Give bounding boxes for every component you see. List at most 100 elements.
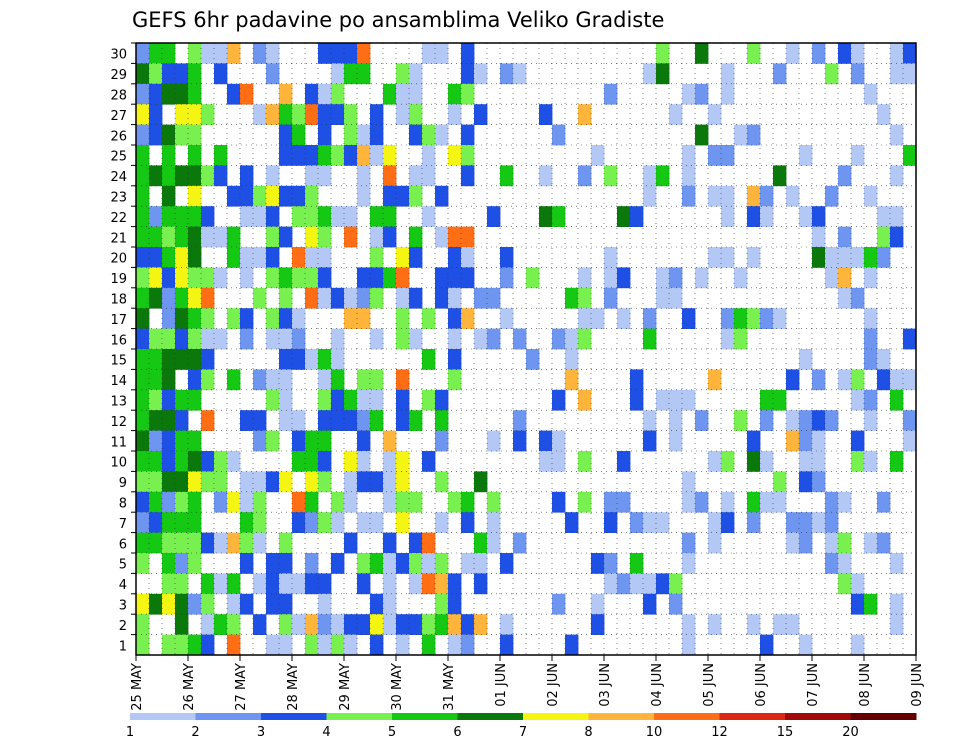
heatmap-cell [188,185,202,207]
y-tick-label: 15 [110,354,127,369]
heatmap-cell [435,43,449,64]
heatmap-cell [734,410,748,431]
heatmap-cell [136,226,150,248]
heatmap-cell [643,165,657,187]
heatmap-cell [422,165,436,187]
heatmap-cell [318,430,332,452]
heatmap-cell [383,226,397,248]
heatmap-cell [864,389,878,411]
heatmap-cell [253,369,267,391]
heatmap-cell [279,226,293,248]
heatmap-cell [721,308,735,329]
heatmap-cell [370,512,384,533]
heatmap-cell [383,491,397,513]
heatmap-cell [708,614,722,635]
heatmap-cell [682,614,696,635]
heatmap-cell [474,104,488,125]
heatmap-cell [773,308,787,329]
heatmap-cell [253,614,267,635]
heatmap-cell [825,267,839,289]
heatmap-cell [760,185,774,207]
heatmap-cell [331,145,345,166]
x-tick-label: 03 JUN [598,663,613,707]
heatmap-cell [617,206,631,227]
heatmap-cell [344,43,358,64]
heatmap-cell [487,328,501,350]
heatmap-cell [799,349,813,370]
heatmap-cell [253,573,267,595]
heatmap-cell [656,165,670,187]
heatmap-cell [422,614,436,635]
heatmap-cell [409,532,423,554]
y-tick-label: 18 [110,293,127,308]
heatmap-cell [175,593,189,615]
x-tick-label: 09 JUN [910,663,925,707]
heatmap-cell [812,206,826,227]
heatmap-cell [357,614,371,635]
heatmap-cell [331,369,345,391]
y-tick-label: 26 [110,129,127,144]
x-tick-label: 27 MAY [234,663,249,711]
heatmap-cell [461,165,475,187]
heatmap-cell [357,451,371,472]
heatmap-cell [747,247,761,268]
heatmap-cell [396,471,410,493]
heatmap-cell [175,532,189,554]
heatmap-cell [253,532,267,554]
heatmap-cell [214,573,228,595]
heatmap-cell [175,410,189,431]
heatmap-cell [721,491,735,513]
y-tick-label: 5 [119,558,127,573]
heatmap-cell [435,185,449,207]
heatmap-cell [890,614,904,635]
y-tick-label: 7 [119,517,127,532]
heatmap-cell [370,104,384,125]
heatmap-cell [695,491,709,513]
heatmap-cell [331,634,345,656]
heatmap-cell [318,369,332,391]
heatmap-cell [266,43,280,64]
heatmap-cell [162,206,176,227]
heatmap-cell [435,593,449,615]
y-tick-label: 6 [119,537,127,552]
heatmap-cell [188,226,202,248]
heatmap-cell [422,308,436,329]
heatmap-cell [877,226,891,248]
heatmap-cell [565,287,579,309]
heatmap-cell [890,165,904,187]
heatmap-cell [838,165,852,187]
heatmap-cell [877,247,891,268]
heatmap-cell [721,83,735,105]
heatmap-cell [851,593,865,615]
heatmap-cell [799,206,813,227]
heatmap-cell [357,63,371,85]
heatmap-cell [175,349,189,370]
heatmap-cell [812,247,826,268]
heatmap-cell [682,308,696,329]
heatmap-cell [227,451,241,472]
heatmap-cell [136,410,150,431]
heatmap-cell [149,593,163,615]
heatmap-cell [877,206,891,227]
heatmap-cell [305,634,319,656]
heatmap-cell [201,287,215,309]
heatmap-cell [227,573,241,595]
heatmap-cell [812,430,826,452]
colorbar-segment [326,713,393,720]
heatmap-cell [370,247,384,268]
y-tick-label: 11 [110,435,127,450]
heatmap-cell [760,308,774,329]
y-tick-label: 8 [119,497,127,512]
heatmap-cell [435,471,449,493]
heatmap-cell [162,165,176,187]
heatmap-cell [461,83,475,105]
heatmap-cell [331,491,345,513]
heatmap-cell [136,389,150,411]
heatmap-cell [838,43,852,64]
heatmap-cell [318,614,332,635]
heatmap-cell [773,471,787,493]
heatmap-cell [552,206,566,227]
heatmap-cell [136,532,150,554]
x-tick-label: 26 MAY [182,663,197,711]
heatmap-cell [539,430,553,452]
